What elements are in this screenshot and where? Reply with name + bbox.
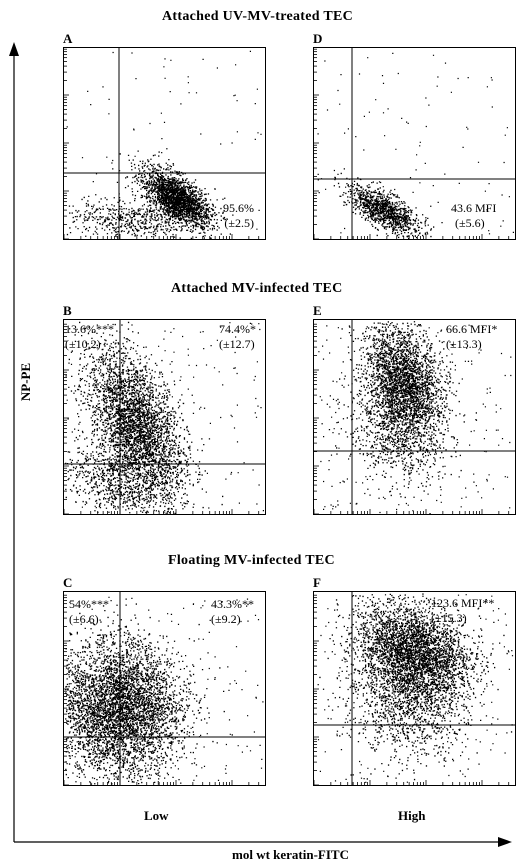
scatter-plot-d (314, 48, 515, 239)
column-label-high: High (398, 808, 426, 823)
stat-sd: (±2.5) (224, 216, 254, 230)
event-dots (65, 321, 264, 514)
event-dots (317, 52, 514, 239)
stat-sd: (±9.2) (211, 612, 241, 626)
panel-letter-e: E (313, 303, 322, 318)
stat-c-upper-right: 43.3%** (±9.2) (211, 597, 254, 627)
y-axis-label: NP-PE (18, 362, 33, 402)
stat-sd: (±6.6) (69, 612, 99, 626)
stat-value: 43.3%** (211, 597, 254, 611)
scatter-plot-b (64, 320, 265, 514)
stat-c-upper-left: 54%*** (±6.6) (69, 597, 109, 627)
stat-a-lower-right: 95.6% (±2.5) (223, 201, 254, 231)
scatter-panel-d (313, 47, 516, 240)
x-axis-arrowhead (498, 837, 512, 847)
stat-value: 43.6 MFI (451, 201, 497, 215)
scatter-plot-f (314, 592, 515, 785)
section-title-row2: Attached MV-infected TEC (171, 281, 343, 296)
section-title-row3: Floating MV-infected TEC (168, 553, 335, 568)
y-axis-arrowhead (9, 42, 19, 56)
stat-sd: (±15.3) (431, 611, 467, 625)
panel-letter-b: B (63, 303, 72, 318)
panel-letter-c: C (63, 575, 73, 590)
stat-sd: (±5.6) (455, 216, 485, 230)
stat-b-upper-right: 74.4%* (±12.7) (219, 322, 256, 352)
stat-f-upper-right: 123.6 MFI** (±15.3) (431, 596, 494, 626)
scatter-panel-a (63, 47, 266, 240)
stat-value: 74.4%* (219, 322, 256, 336)
panel-letter-f: F (313, 575, 321, 590)
stat-sd: (±13.3) (446, 337, 482, 351)
scatter-plot-c (64, 592, 265, 785)
stat-d-lower-right: 43.6 MFI (±5.6) (451, 201, 496, 231)
x-axis-label: mol wt keratin-FITC (232, 847, 349, 862)
stat-value: 123.6 MFI** (431, 596, 495, 610)
scatter-panel-c (63, 591, 266, 786)
section-title-row1: Attached UV-MV-treated TEC (162, 9, 354, 24)
stat-value: 95.6% (223, 201, 254, 215)
stat-value: 13.6%*** (65, 322, 114, 336)
scatter-panel-f (313, 591, 516, 786)
event-dots (318, 321, 512, 514)
panel-letter-d: D (313, 31, 323, 46)
stat-b-upper-left: 13.6%*** (±10.2) (65, 322, 114, 352)
event-dots (317, 593, 514, 783)
panel-letter-a: A (63, 31, 73, 46)
stat-sd: (±10.2) (65, 337, 101, 351)
column-label-low: Low (144, 808, 169, 823)
scatter-panel-e (313, 319, 516, 515)
event-dots (65, 596, 264, 785)
scatter-plot-e (314, 320, 515, 514)
scatter-panel-b (63, 319, 266, 515)
stat-value: 66.6 MFI* (446, 322, 498, 336)
scatter-plot-a (64, 48, 265, 239)
event-dots (66, 50, 262, 239)
stat-value: 54%*** (69, 597, 109, 611)
stat-e-upper-right: 66.6 MFI* (±13.3) (446, 322, 497, 352)
stat-sd: (±12.7) (219, 337, 255, 351)
